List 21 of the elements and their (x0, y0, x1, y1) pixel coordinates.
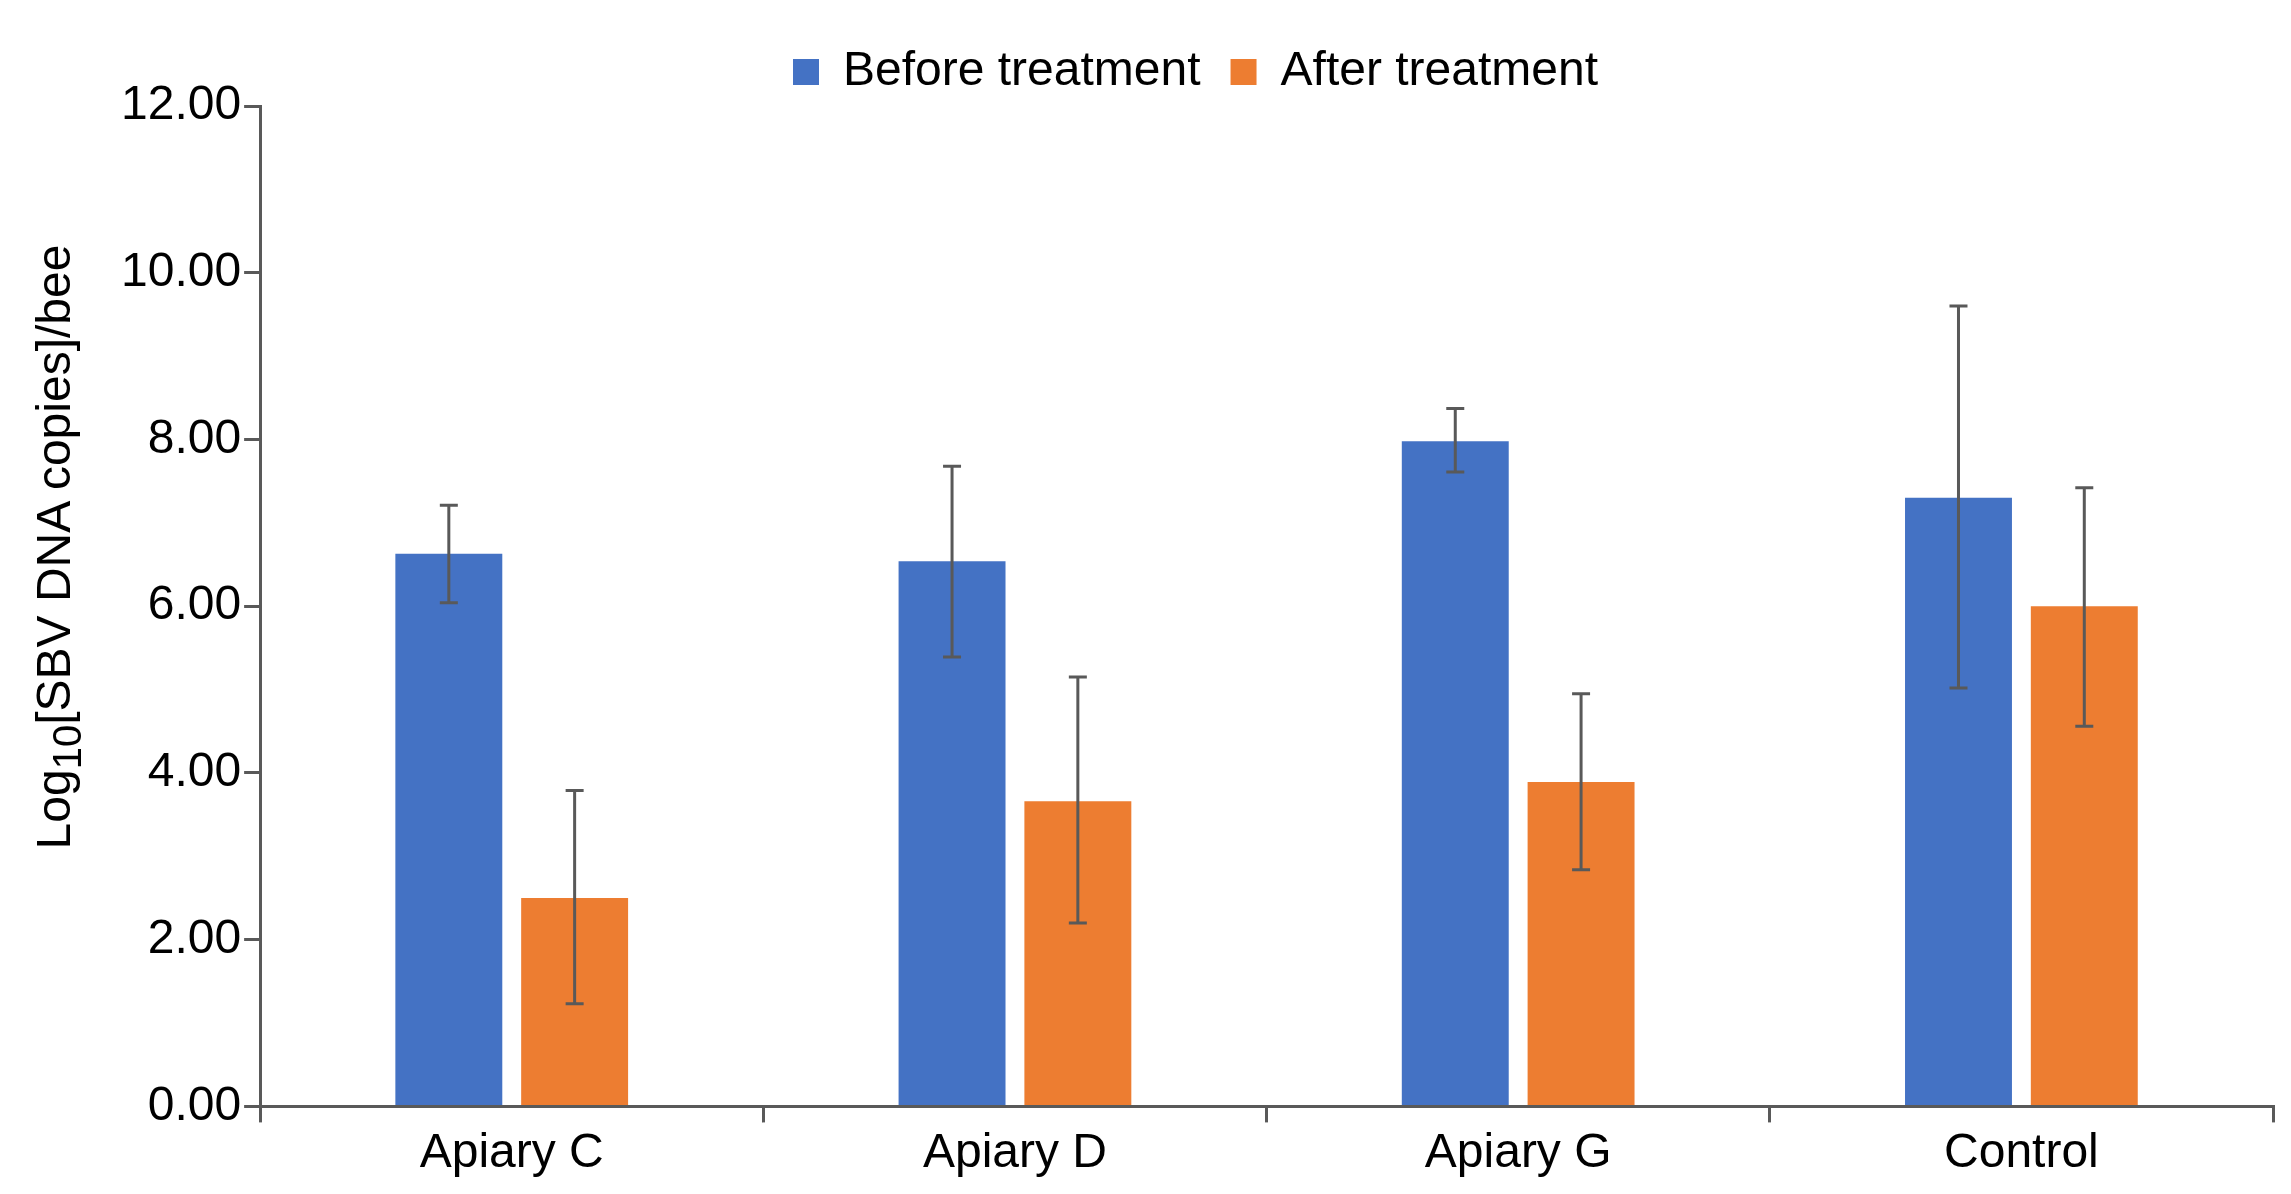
bar (521, 897, 629, 1105)
x-tick-label: Control (1944, 1124, 2099, 1178)
x-tick-label: Apiary C (419, 1124, 604, 1178)
bar (898, 561, 1006, 1105)
legend-label: After treatment (1280, 42, 1598, 96)
y-tick-label: 12.00 (120, 76, 242, 130)
y-tick-label: 10.00 (120, 242, 242, 296)
legend-label: Before treatment (843, 42, 1201, 96)
bar (1527, 782, 1635, 1105)
bar (1024, 801, 1132, 1105)
y-tick-label: 0.00 (147, 1076, 242, 1130)
bar (395, 553, 503, 1105)
x-tick-label: Apiary G (1424, 1124, 1612, 1178)
y-tick-label: 8.00 (147, 409, 242, 463)
bar (2030, 606, 2138, 1105)
y-tick-label: 2.00 (147, 909, 242, 963)
bar (1401, 441, 1509, 1105)
x-tick-label: Apiary D (922, 1124, 1107, 1178)
bar (1905, 497, 2012, 1105)
y-tick-label: 4.00 (147, 743, 242, 797)
y-tick-label: 6.00 (147, 576, 242, 630)
